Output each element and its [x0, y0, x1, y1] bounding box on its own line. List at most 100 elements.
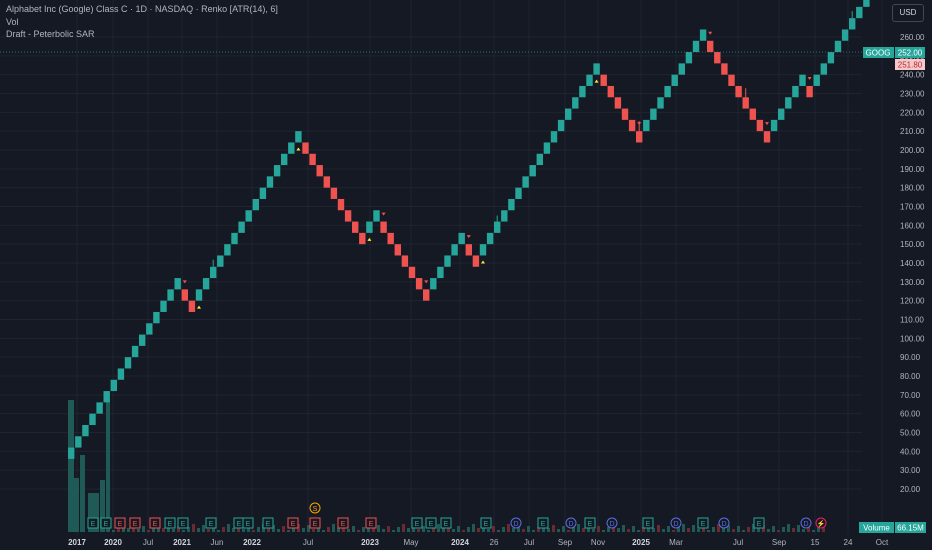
volume-bar: [322, 530, 325, 532]
price-tick-label: 230.00: [900, 90, 925, 99]
grid-lines: [0, 0, 883, 535]
volume-indicator-label[interactable]: Vol: [6, 17, 19, 27]
earnings-label: E: [429, 521, 434, 528]
up-brick: [131, 345, 139, 358]
last-price-badge: GOOG 252.00: [863, 47, 925, 58]
volume-bar: [457, 526, 460, 532]
price-tick-label: 200.00: [900, 146, 925, 155]
up-brick: [458, 232, 465, 245]
volume-bar: [442, 528, 445, 532]
price-tick-label: 70.00: [900, 391, 921, 400]
volume-bar: [372, 528, 375, 532]
time-tick-label: May: [403, 538, 418, 547]
volume-bar: [302, 528, 305, 532]
up-brick: [685, 52, 693, 64]
up-brick: [273, 165, 281, 177]
dividend-marker: [670, 517, 682, 529]
volume-bar: [312, 529, 315, 532]
down-brick: [756, 119, 764, 132]
sar-marker: [807, 76, 812, 80]
earnings-label: E: [118, 521, 123, 528]
price-tick-label: 40.00: [900, 447, 921, 456]
down-brick: [600, 74, 607, 86]
dividend-marker: [718, 517, 730, 529]
volume-bar: [352, 526, 355, 532]
sar-indicator-label[interactable]: Draft - Peterbolic SAR: [6, 29, 95, 39]
up-brick: [557, 119, 565, 132]
volume-bar: [817, 527, 820, 532]
volume-bars: [68, 400, 825, 532]
volume-bar: [252, 530, 255, 532]
down-brick: [714, 52, 721, 64]
price-tick-label: 50.00: [900, 429, 921, 438]
sar-marker: [367, 237, 372, 241]
flash-marker: [815, 517, 827, 529]
up-brick: [785, 97, 792, 109]
price-tick-label: 90.00: [900, 353, 921, 362]
volume-bar: [192, 524, 195, 532]
volume-bar: [662, 529, 665, 532]
volume-bar: [287, 530, 290, 532]
volume-bar: [267, 528, 270, 532]
volume-bar: [607, 527, 610, 532]
volume-bar: [502, 527, 505, 532]
up-brick: [288, 142, 295, 154]
down-brick: [408, 266, 416, 279]
volume-bar: [602, 530, 605, 532]
volume-bar: [142, 526, 145, 532]
price-tick-label: 220.00: [900, 108, 925, 117]
volume-bar: [657, 525, 660, 532]
volume-bar: [802, 529, 805, 532]
earnings-label: E: [588, 521, 593, 528]
time-tick-label: Oct: [876, 538, 889, 547]
price-axis[interactable]: 20.00 30.00 40.00 50.00 60.00 70.00 80.00 90.00…: [900, 33, 925, 494]
down-brick: [735, 85, 742, 98]
down-brick: [465, 244, 472, 256]
price-tick-label: 180.00: [900, 184, 925, 193]
earnings-marker: [753, 517, 765, 529]
earnings-marker: [411, 517, 423, 529]
volume-bar: [792, 528, 795, 532]
earnings-marker: [242, 517, 254, 529]
down-brick: [401, 255, 409, 267]
chart-title[interactable]: Alphabet Inc (Google) Class C · 1D · NAS…: [6, 4, 278, 14]
price-tick-label: 260.00: [900, 33, 925, 42]
dividend-marker: [800, 517, 812, 529]
currency-button[interactable]: USD: [892, 4, 924, 22]
volume-bar: [567, 530, 570, 532]
time-tick-label: 2021: [173, 538, 191, 547]
down-brick: [181, 289, 188, 301]
volume-bar: [472, 524, 475, 532]
dividend-label: D: [721, 521, 726, 528]
down-brick: [380, 221, 387, 233]
volume-bar: [462, 530, 465, 532]
earnings-marker: [337, 517, 349, 529]
up-brick: [96, 402, 103, 414]
up-brick: [110, 379, 117, 392]
volume-bar: [652, 528, 655, 532]
time-axis[interactable]: 2017 2020 Jul 2021 Jun 2022 Jul 2023 May 2024 26 Ju…: [68, 538, 889, 547]
earnings-label: E: [237, 521, 242, 528]
volume-bar: [182, 530, 185, 532]
volume-bar: [100, 480, 105, 532]
volume-bar: [672, 530, 675, 532]
volume-bar: [467, 527, 470, 532]
price-tick-label: 100.00: [900, 334, 925, 343]
down-brick: [423, 289, 430, 301]
split-marker: [309, 502, 321, 514]
up-brick: [139, 334, 146, 346]
volume-bar: [532, 530, 535, 532]
volume-bar: [74, 478, 79, 532]
event-markers[interactable]: E E E E E E E E E E E E E E E E E E E D E D E D E D E D E D S ⚡: [87, 502, 827, 529]
down-brick: [763, 131, 771, 143]
up-brick: [820, 63, 827, 75]
volume-bar: [697, 529, 700, 532]
up-brick: [650, 108, 657, 120]
up-brick: [501, 210, 508, 222]
sar-marker: [765, 122, 769, 126]
volume-bar: [292, 527, 295, 532]
volume-bar: [452, 529, 455, 532]
volume-bar: [797, 525, 800, 532]
